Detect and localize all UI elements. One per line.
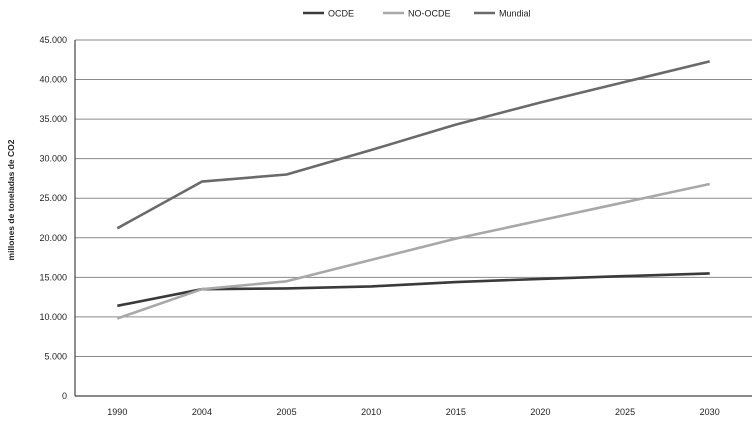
series-line-no-ocde <box>116 182 710 320</box>
y-tick-label: 10.000 <box>39 312 67 322</box>
x-tick-label: 2030 <box>700 407 720 417</box>
gridlines <box>74 39 752 397</box>
y-tick-label: 40.000 <box>39 75 67 85</box>
legend-label: OCDE <box>328 9 354 19</box>
x-tick-label: 2005 <box>277 407 297 417</box>
legend: OCDE NO-OCDE Mundial <box>303 9 531 19</box>
legend-label: NO-OCDE <box>408 9 451 19</box>
x-tick-label: 2004 <box>192 407 212 417</box>
y-tick-label: 15.000 <box>39 272 67 282</box>
x-tick-label: 2015 <box>446 407 466 417</box>
x-tick-label: 2010 <box>361 407 381 417</box>
y-tick-label: 20.000 <box>39 233 67 243</box>
y-tick-label: 25.000 <box>39 193 67 203</box>
y-tick-label: 45.000 <box>39 35 67 45</box>
y-axis-label: millones de toneladas de CO2 <box>6 139 16 260</box>
x-tick-label: 2025 <box>615 407 635 417</box>
x-tick-label: 1990 <box>107 407 127 417</box>
y-tick-label: 30.000 <box>39 154 67 164</box>
y-axis-ticks: 0 5.000 10.000 15.000 20.000 25.000 30.000 35.0… <box>39 35 67 401</box>
y-tick-label: 0 <box>62 391 67 401</box>
legend-label: Mundial <box>499 9 531 19</box>
series-line-mundial <box>116 60 711 230</box>
x-tick-label: 2020 <box>530 407 550 417</box>
y-tick-label: 5.000 <box>44 351 67 361</box>
x-axis-ticks: 1990 2004 2005 2010 2015 2020 2025 2030 <box>107 407 719 417</box>
y-tick-label: 35.000 <box>39 114 67 124</box>
series-lines <box>116 60 711 320</box>
